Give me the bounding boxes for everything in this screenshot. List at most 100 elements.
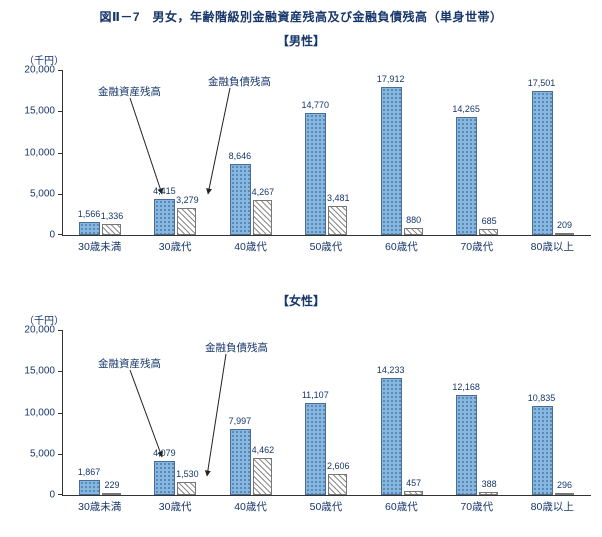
y-tick-mark [58, 152, 63, 154]
bar-group: 14,233 457 [365, 330, 440, 495]
value-label: 1,336 [100, 211, 124, 221]
x-axis-label: 30歳未満 [78, 501, 122, 513]
liability-bar [328, 206, 348, 235]
asset-bar [154, 199, 176, 235]
y-tick-mark [58, 193, 63, 195]
value-label: 209 [557, 220, 573, 230]
value-label: 14,770 [301, 100, 330, 110]
page-title: 図Ⅱ－7 男女，年齢階級別金融資産残高及び金融負債残高（単身世帯） [99, 10, 503, 24]
bar-group: 17,912 880 [365, 70, 440, 235]
x-axis-label: 70歳代 [460, 241, 494, 253]
value-label: 17,501 [527, 78, 556, 88]
value-label: 2,606 [327, 461, 350, 471]
liability-bar [177, 482, 197, 495]
x-axis-label: 80歳以上 [530, 241, 574, 253]
y-tick-mark [58, 453, 63, 455]
y-tick-mark [58, 494, 63, 495]
value-label: 4,079 [153, 448, 176, 458]
liability-bar [252, 200, 272, 235]
value-label: 17,912 [376, 74, 405, 84]
bar-group: 11,107 2,606 [289, 330, 364, 495]
value-label: 10,835 [527, 393, 556, 403]
x-axis-label: 60歳代 [385, 241, 418, 253]
x-axis-label: 30歳代 [158, 241, 192, 253]
bar-group: 10,835 296 [516, 330, 591, 495]
plot-area: 20,000 15,000 10,000 5,000 0 1,566 1,336 4,415 3… [24, 65, 591, 241]
y-tick-mark [58, 70, 63, 71]
assets-annotation-label: 金融資産残高 [98, 86, 161, 98]
asset-bar [79, 480, 100, 495]
asset-bar [154, 461, 176, 495]
x-axis-labels: 30歳未満 30歳代 40歳代 50歳代 60歳代 70歳代 80歳以上 [62, 239, 590, 254]
y-tick-label: 5,000 [29, 448, 55, 460]
asset-bar [380, 87, 402, 235]
liability-bar [252, 458, 272, 495]
x-axis-label: 50歳代 [309, 241, 343, 253]
asset-bar [305, 403, 327, 495]
y-tick-label: 0 [49, 489, 55, 501]
x-axis-label: 70歳代 [460, 501, 494, 513]
y-tick-label: 10,000 [24, 147, 55, 158]
value-label: 1,867 [77, 467, 101, 477]
y-tick-mark [58, 412, 63, 414]
value-label: 14,265 [452, 104, 480, 114]
liabilities-annotation-label: 金融負債残高 [205, 342, 268, 354]
liabilities-annotation-label: 金融負債残高 [208, 76, 271, 88]
assets-annotation-label: 金融資産残高 [98, 358, 161, 370]
y-tick-label: 15,000 [24, 105, 55, 117]
x-axis-label: 30歳代 [158, 501, 192, 513]
x-axis-label: 40歳代 [234, 501, 267, 513]
bar-group: 7,997 4,462 [214, 330, 289, 495]
bar-group: 17,501 209 [516, 70, 591, 235]
y-tick-label: 0 [49, 229, 55, 241]
y-tick-mark [58, 234, 63, 235]
value-label: 4,415 [153, 186, 176, 196]
liability-bar [479, 229, 499, 235]
plot-area: 20,000 15,000 10,000 5,000 0 1,867 229 4,079 1,5… [24, 325, 591, 501]
asset-bar [305, 113, 327, 235]
value-label: 296 [557, 480, 573, 490]
liability-bar [403, 228, 423, 235]
x-axis-label: 80歳以上 [530, 501, 574, 513]
chart-female: 【女性】 （千円） 20,000 15,000 10,000 5,000 0 1,867 2… [0, 292, 602, 532]
value-label: 14,233 [376, 365, 405, 375]
liability-bar [102, 224, 121, 235]
bar-group: 14,265 685 [440, 70, 515, 235]
x-axis-labels: 30歳未満 30歳代 40歳代 50歳代 60歳代 70歳代 80歳以上 [62, 499, 590, 514]
y-tick-label: 5,000 [29, 188, 55, 200]
y-axis-unit-label: （千円） [24, 316, 64, 327]
value-label: 229 [104, 480, 120, 490]
chart-male: 【男性】 （千円） 20,000 15,000 10,000 5,000 0 1,566 1… [0, 32, 602, 264]
asset-bar [531, 406, 553, 495]
value-label: 12,168 [452, 382, 480, 392]
asset-bar [79, 222, 100, 235]
chart-subtitle-male: 【男性】 [276, 34, 325, 48]
value-label: 4,462 [251, 445, 275, 455]
y-tick-label: 10,000 [24, 407, 55, 418]
y-tick-label: 20,000 [24, 324, 55, 336]
asset-bar [456, 117, 478, 235]
value-label: 880 [406, 215, 422, 225]
asset-bar [531, 91, 553, 235]
value-label: 4,267 [251, 187, 275, 197]
asset-bar [229, 429, 251, 495]
asset-bar [380, 378, 402, 495]
x-axis-label: 40歳代 [234, 241, 267, 253]
value-label: 8,646 [228, 151, 252, 161]
y-tick-mark [58, 111, 63, 113]
value-label: 388 [481, 479, 497, 489]
liability-bar [479, 492, 499, 495]
y-tick-label: 20,000 [24, 64, 55, 76]
x-axis-label: 30歳未満 [78, 241, 122, 253]
liability-bar [554, 493, 574, 495]
asset-bar [456, 395, 478, 495]
value-label: 7,997 [228, 416, 252, 426]
y-tick-label: 15,000 [24, 365, 55, 377]
bar-group: 8,646 4,267 [214, 70, 289, 235]
value-label: 11,107 [301, 390, 329, 400]
chart-subtitle-female: 【女性】 [276, 294, 325, 308]
value-label: 685 [481, 216, 497, 226]
y-tick-mark [58, 371, 63, 373]
value-label: 457 [406, 478, 422, 488]
